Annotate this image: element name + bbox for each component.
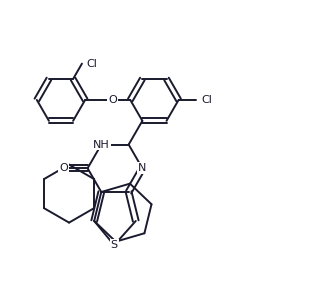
Text: O: O bbox=[108, 95, 117, 105]
Text: Cl: Cl bbox=[87, 59, 98, 69]
Text: Cl: Cl bbox=[201, 95, 212, 105]
Text: NH: NH bbox=[93, 140, 110, 150]
Text: S: S bbox=[111, 240, 118, 250]
Text: O: O bbox=[59, 163, 68, 173]
Text: N: N bbox=[138, 163, 147, 173]
Text: S: S bbox=[111, 240, 118, 250]
